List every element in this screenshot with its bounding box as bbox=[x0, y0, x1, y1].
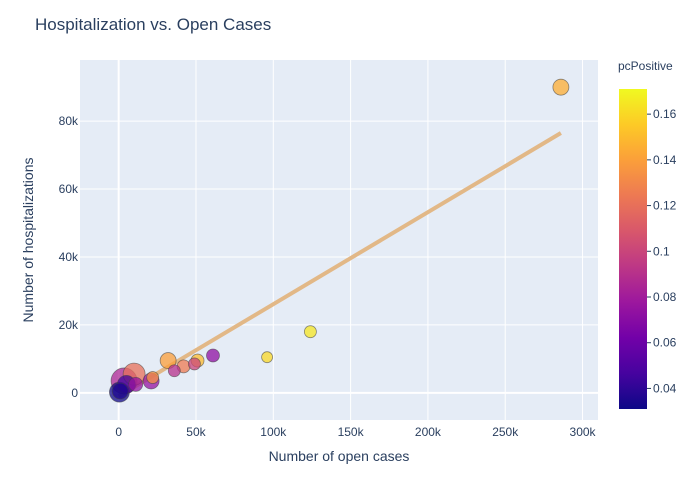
grid-lines bbox=[80, 60, 598, 420]
scatter-point bbox=[206, 348, 220, 363]
y-tick-label: 40k bbox=[59, 250, 79, 264]
scatter-point bbox=[188, 357, 201, 371]
y-tick-labels: 0 20k 40k 60k 80k bbox=[59, 114, 79, 400]
scatter-point bbox=[128, 376, 144, 392]
x-tick-labels: 0 50k 100k 150k 200k 250k 300k bbox=[115, 425, 596, 439]
y-axis-title: Number of hospitalizations bbox=[20, 158, 36, 323]
y-tick-label: 80k bbox=[59, 114, 79, 128]
scatter-point bbox=[146, 371, 160, 384]
colorbar-title: pcPositive bbox=[618, 59, 673, 73]
x-tick-label: 300k bbox=[570, 425, 597, 439]
scatter-point bbox=[552, 78, 570, 96]
scatter-point bbox=[159, 352, 177, 369]
colorbar-gradient bbox=[619, 89, 647, 409]
colorbar: 0.04 0.06 0.08 0.1 0.12 0.14 0.16 bbox=[619, 89, 677, 409]
x-tick-label: 150k bbox=[338, 425, 365, 439]
colorbar-tick-label: 0.16 bbox=[653, 107, 677, 121]
x-tick-label: 0 bbox=[115, 425, 122, 439]
x-tick-label: 250k bbox=[492, 425, 519, 439]
x-tick-label: 100k bbox=[260, 425, 287, 439]
colorbar-tick-label: 0.1 bbox=[653, 244, 670, 258]
colorbar-tick-label: 0.12 bbox=[653, 199, 677, 213]
y-tick-label: 60k bbox=[59, 182, 79, 196]
x-tick-label: 200k bbox=[415, 425, 442, 439]
trendline bbox=[117, 131, 562, 398]
chart-title: Hospitalization vs. Open Cases bbox=[35, 15, 271, 34]
colorbar-tick-label: 0.08 bbox=[653, 290, 677, 304]
scatter-point bbox=[167, 364, 181, 378]
x-tick-label: 50k bbox=[186, 425, 206, 439]
trendline-group bbox=[117, 131, 562, 398]
scatter-point bbox=[261, 351, 273, 364]
scatter-point bbox=[303, 325, 317, 339]
scatter-point bbox=[111, 382, 129, 400]
colorbar-tick-label: 0.14 bbox=[653, 153, 677, 167]
data-points bbox=[109, 78, 570, 403]
y-tick-label: 20k bbox=[59, 318, 79, 332]
x-axis-title: Number of open cases bbox=[269, 448, 410, 464]
plot-background bbox=[80, 60, 598, 420]
colorbar-tick-label: 0.04 bbox=[653, 381, 677, 395]
y-tick-label: 0 bbox=[71, 386, 78, 400]
colorbar-tick-label: 0.06 bbox=[653, 336, 677, 350]
